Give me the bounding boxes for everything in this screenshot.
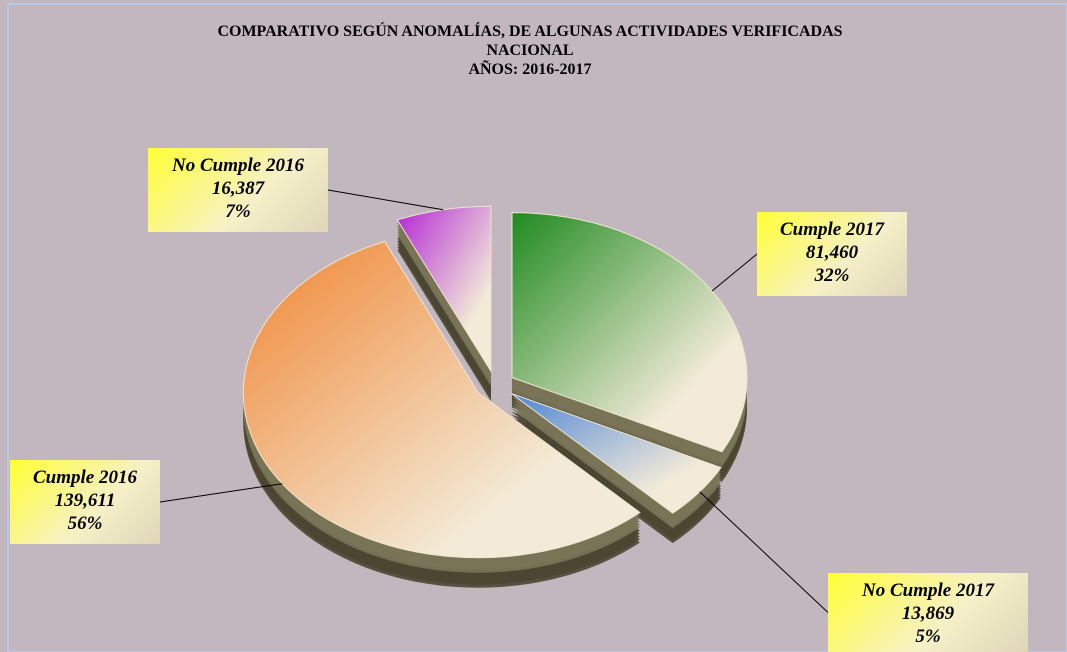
data-label: No Cumple 2017 13,869 5% (828, 573, 1028, 652)
label-percent: 32% (814, 265, 850, 286)
leader-line (711, 253, 758, 292)
leader-line (699, 491, 829, 613)
chart-border (7, 3, 1067, 652)
title-block: COMPARATIVO SEGÚN ANOMALÍAS, DE ALGUNAS … (150, 22, 910, 79)
label-category: Cumple 2016 (33, 467, 137, 488)
leader-line (159, 483, 283, 503)
label-percent: 7% (225, 201, 251, 222)
slice (396, 205, 492, 374)
label-percent: 56% (67, 513, 103, 534)
label-category: Cumple 2017 (780, 219, 884, 240)
slice (511, 212, 748, 453)
data-label: Cumple 2017 81,460 32% (757, 212, 907, 296)
leader-line (327, 189, 444, 211)
slice (242, 240, 641, 559)
label-category: No Cumple 2017 (862, 580, 994, 601)
chart-subtitle: NACIONAL (486, 42, 574, 59)
data-label: Cumple 2016 139,611 56% (10, 460, 160, 544)
label-percent: 5% (915, 626, 941, 647)
label-value: 139,611 (54, 490, 116, 511)
label-value: 16,387 (211, 178, 265, 199)
label-value: 81,460 (805, 242, 859, 263)
label-value: 13,869 (901, 603, 955, 624)
slice (510, 392, 722, 514)
chart-subtitle: AÑOS: 2016-2017 (468, 61, 592, 78)
label-category: No Cumple 2016 (172, 155, 304, 176)
chart-title: COMPARATIVO SEGÚN ANOMALÍAS, DE ALGUNAS … (217, 23, 843, 40)
data-label: No Cumple 2016 16,387 7% (148, 148, 328, 232)
